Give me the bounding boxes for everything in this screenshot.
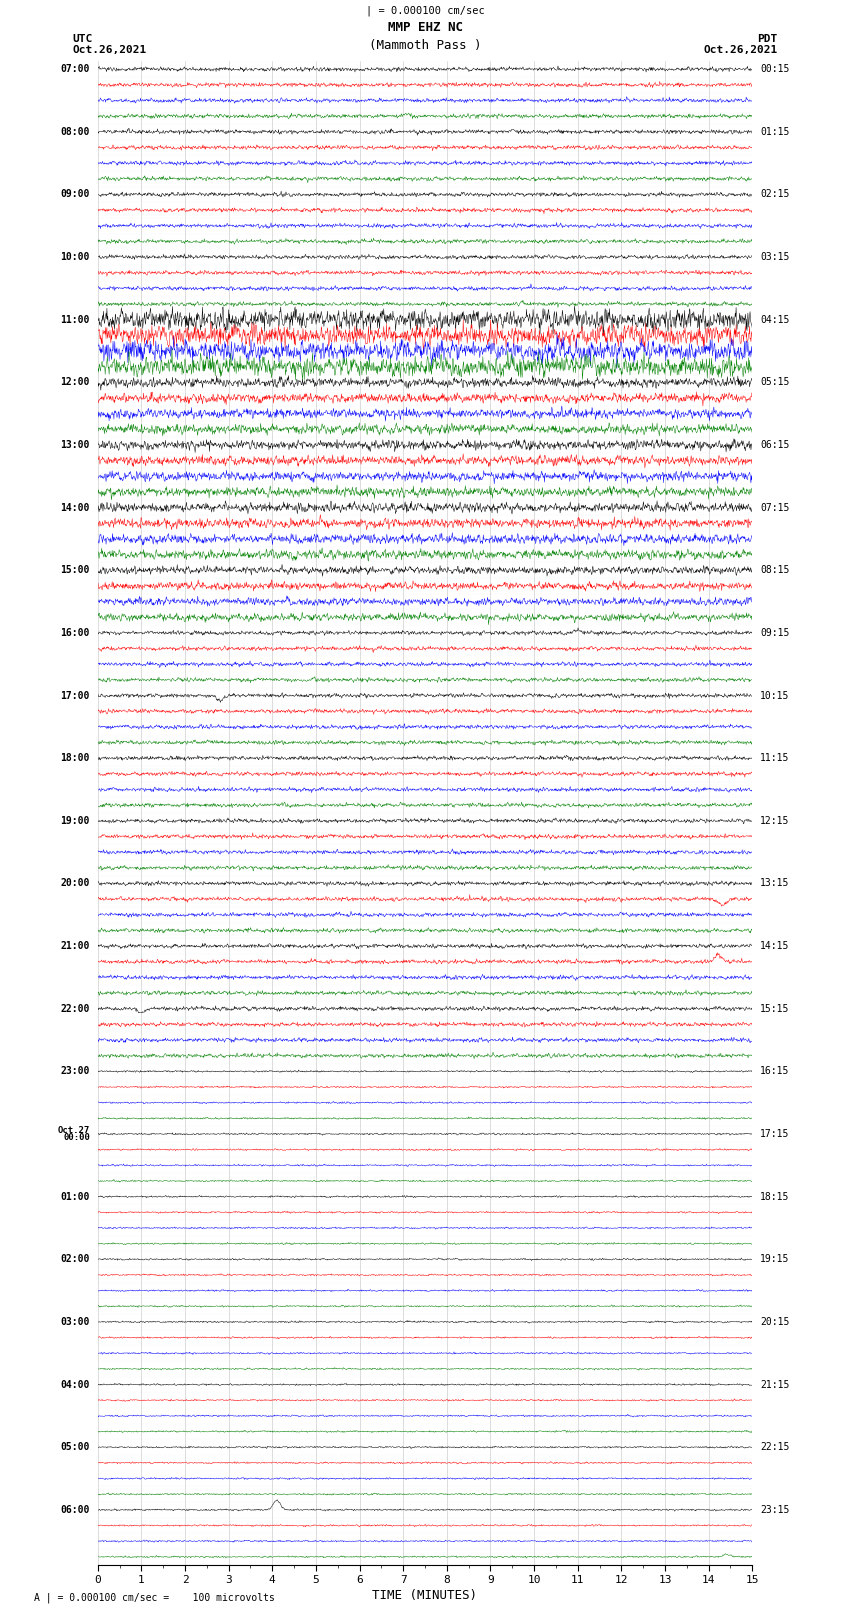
Text: 10:00: 10:00	[60, 252, 90, 261]
Text: 03:15: 03:15	[760, 252, 790, 261]
Text: 06:15: 06:15	[760, 440, 790, 450]
Text: 23:15: 23:15	[760, 1505, 790, 1515]
Text: A | = 0.000100 cm/sec =    100 microvolts: A | = 0.000100 cm/sec = 100 microvolts	[34, 1592, 275, 1603]
Text: 12:15: 12:15	[760, 816, 790, 826]
Text: Oct.27: Oct.27	[58, 1126, 90, 1134]
Text: 17:15: 17:15	[760, 1129, 790, 1139]
Text: 11:00: 11:00	[60, 315, 90, 324]
Text: 21:15: 21:15	[760, 1379, 790, 1389]
Text: 22:00: 22:00	[60, 1003, 90, 1013]
Text: UTC: UTC	[72, 34, 93, 44]
Text: 16:15: 16:15	[760, 1066, 790, 1076]
Text: 05:00: 05:00	[60, 1442, 90, 1452]
Text: 12:00: 12:00	[60, 377, 90, 387]
Text: 18:15: 18:15	[760, 1192, 790, 1202]
Text: 09:00: 09:00	[60, 189, 90, 200]
X-axis label: TIME (MINUTES): TIME (MINUTES)	[372, 1589, 478, 1602]
Text: 08:15: 08:15	[760, 565, 790, 576]
Text: 06:00: 06:00	[60, 1505, 90, 1515]
Text: 09:15: 09:15	[760, 627, 790, 637]
Text: 10:15: 10:15	[760, 690, 790, 700]
Text: 18:00: 18:00	[60, 753, 90, 763]
Text: 05:15: 05:15	[760, 377, 790, 387]
Text: MMP EHZ NC: MMP EHZ NC	[388, 21, 462, 34]
Text: 00:00: 00:00	[63, 1134, 90, 1142]
Text: 20:00: 20:00	[60, 879, 90, 889]
Text: PDT: PDT	[757, 34, 778, 44]
Text: 13:00: 13:00	[60, 440, 90, 450]
Text: 02:00: 02:00	[60, 1255, 90, 1265]
Text: 01:00: 01:00	[60, 1192, 90, 1202]
Text: 23:00: 23:00	[60, 1066, 90, 1076]
Text: Oct.26,2021: Oct.26,2021	[72, 45, 146, 55]
Text: 20:15: 20:15	[760, 1316, 790, 1327]
Text: Oct.26,2021: Oct.26,2021	[704, 45, 778, 55]
Text: 08:00: 08:00	[60, 127, 90, 137]
Text: 07:00: 07:00	[60, 65, 90, 74]
Text: 03:00: 03:00	[60, 1316, 90, 1327]
Text: 07:15: 07:15	[760, 503, 790, 513]
Text: 14:00: 14:00	[60, 503, 90, 513]
Text: (Mammoth Pass ): (Mammoth Pass )	[369, 39, 481, 52]
Text: 00:15: 00:15	[760, 65, 790, 74]
Text: 19:00: 19:00	[60, 816, 90, 826]
Text: 11:15: 11:15	[760, 753, 790, 763]
Text: | = 0.000100 cm/sec: | = 0.000100 cm/sec	[366, 6, 484, 16]
Text: 17:00: 17:00	[60, 690, 90, 700]
Text: 21:00: 21:00	[60, 940, 90, 952]
Text: 15:15: 15:15	[760, 1003, 790, 1013]
Text: 04:00: 04:00	[60, 1379, 90, 1389]
Text: 16:00: 16:00	[60, 627, 90, 637]
Text: 13:15: 13:15	[760, 879, 790, 889]
Text: 01:15: 01:15	[760, 127, 790, 137]
Text: 02:15: 02:15	[760, 189, 790, 200]
Text: 22:15: 22:15	[760, 1442, 790, 1452]
Text: 04:15: 04:15	[760, 315, 790, 324]
Text: 19:15: 19:15	[760, 1255, 790, 1265]
Text: 15:00: 15:00	[60, 565, 90, 576]
Text: 14:15: 14:15	[760, 940, 790, 952]
